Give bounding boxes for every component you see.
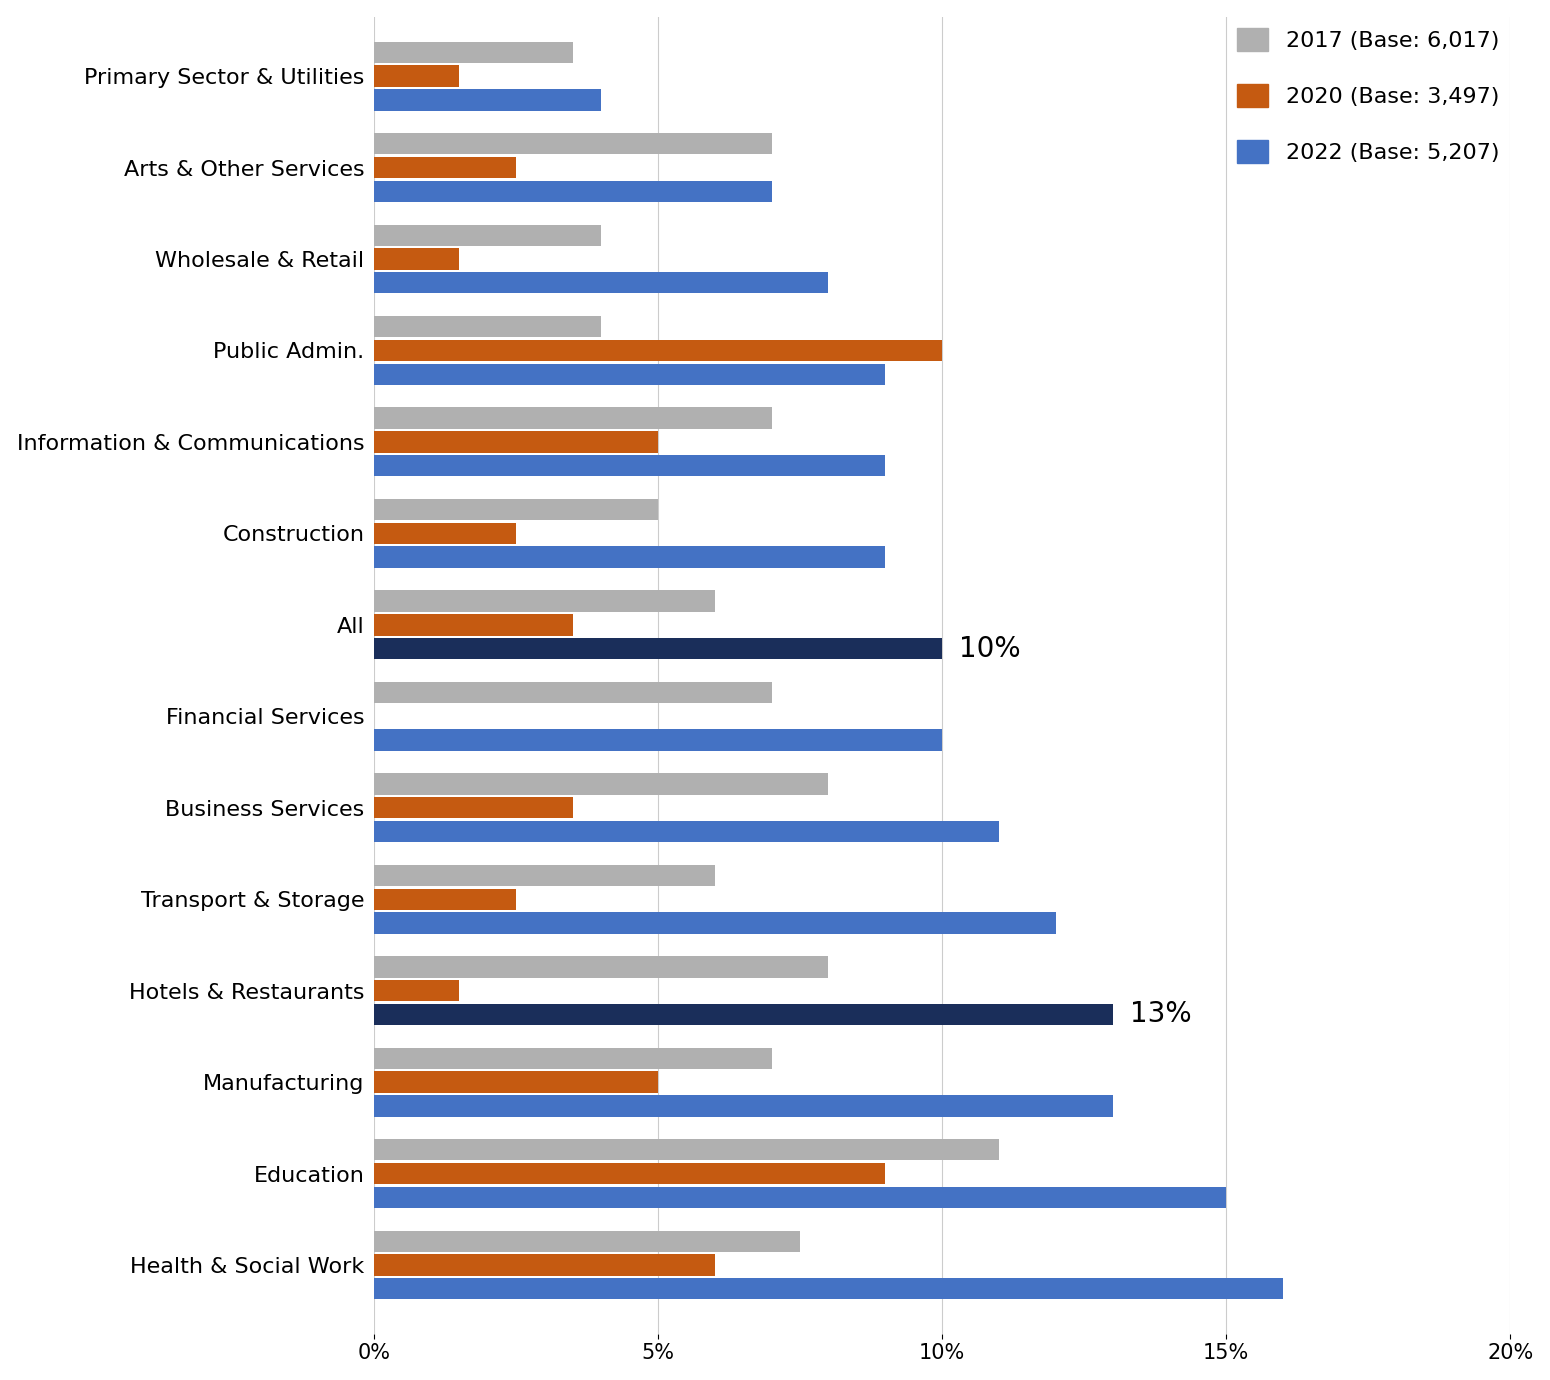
Bar	[374, 225, 601, 246]
Bar	[374, 980, 459, 1002]
Bar	[374, 912, 1056, 934]
Bar	[374, 248, 459, 269]
Bar	[374, 363, 885, 385]
Bar	[374, 1278, 1283, 1300]
Bar	[374, 1163, 885, 1184]
Bar	[374, 1187, 1226, 1208]
Bar	[374, 1047, 772, 1070]
Text: 10%: 10%	[959, 635, 1021, 662]
Bar	[374, 272, 829, 294]
Bar	[374, 455, 885, 476]
Bar	[374, 431, 659, 453]
Bar	[374, 65, 459, 87]
Bar	[374, 523, 516, 544]
Bar	[374, 1071, 659, 1093]
Bar	[374, 90, 601, 110]
Bar	[374, 1096, 1113, 1116]
Bar	[374, 1231, 800, 1252]
Bar	[374, 682, 772, 704]
Bar	[374, 821, 998, 842]
Bar	[374, 889, 516, 909]
Bar	[374, 614, 574, 636]
Text: 13%: 13%	[1130, 1000, 1192, 1028]
Bar	[374, 546, 885, 567]
Bar	[374, 500, 659, 520]
Bar	[374, 798, 574, 818]
Legend: 2017 (Base: 6,017), 2020 (Base: 3,497), 2022 (Base: 5,207): 2017 (Base: 6,017), 2020 (Base: 3,497), …	[1237, 28, 1499, 163]
Bar	[374, 157, 516, 178]
Bar	[374, 1254, 715, 1275]
Bar	[374, 41, 574, 63]
Bar	[374, 865, 715, 886]
Bar	[374, 1138, 998, 1161]
Bar	[374, 956, 829, 977]
Bar	[374, 730, 942, 751]
Bar	[374, 316, 601, 337]
Bar	[374, 407, 772, 429]
Bar	[374, 773, 829, 795]
Bar	[374, 339, 942, 362]
Bar	[374, 591, 715, 611]
Bar	[374, 181, 772, 201]
Bar	[374, 638, 942, 660]
Bar	[374, 1003, 1113, 1025]
Bar	[374, 132, 772, 155]
